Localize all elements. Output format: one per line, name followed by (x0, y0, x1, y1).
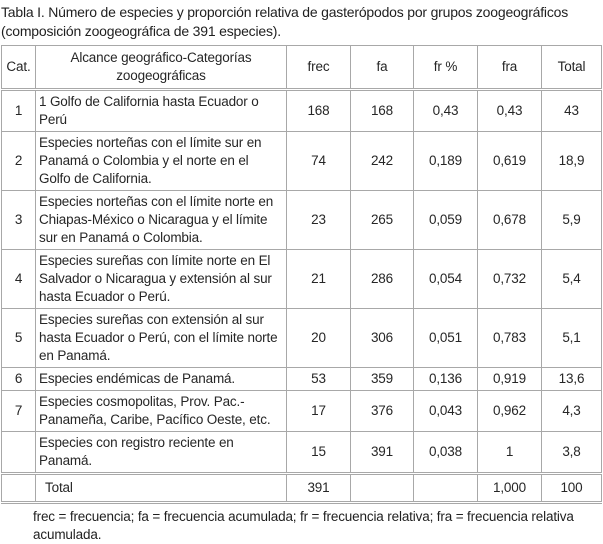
fr-cell: 0,43 (413, 89, 478, 132)
desc-cell: Especies endémicas de Panamá. (35, 367, 287, 391)
total-cell: 4,3 (541, 390, 602, 432)
total-cell: 43 (541, 89, 602, 132)
desc-cell: Especies sureñas con extensión al sur ha… (35, 308, 287, 368)
fra-cell: 0,962 (477, 390, 542, 432)
total-cell: 3,8 (541, 431, 602, 474)
fr-cell: 0,189 (413, 131, 478, 191)
cat-cell: 3 (1, 190, 36, 250)
fr-cell (413, 472, 478, 504)
desc-cell: Especies norteñas con el límite norte en… (35, 190, 287, 250)
fr-cell: 0,059 (413, 190, 478, 250)
frec-cell: 15 (286, 431, 351, 474)
col-header-fr: fr % (413, 45, 478, 91)
cat-cell: 6 (1, 367, 36, 391)
table-row: 2 Especies norteñas con el límite sur en… (1, 131, 602, 191)
fra-cell: 0,732 (477, 249, 542, 309)
total-cell: 5,1 (541, 308, 602, 368)
table-row: 4 Especies sureñas con límite norte en E… (1, 249, 602, 309)
fa-cell: 265 (350, 190, 414, 250)
table-row: 6 Especies endémicas de Panamá. 53 359 0… (1, 367, 602, 391)
col-header-cat: Cat. (1, 45, 36, 91)
table-row: Especies con registro reciente en Panamá… (1, 431, 602, 474)
col-header-frec: frec (286, 45, 351, 91)
total-label: Total (35, 472, 287, 504)
fr-cell: 0,051 (413, 308, 478, 368)
fa-cell: 242 (350, 131, 414, 191)
desc-cell: 1 Golfo de California hasta Ecuador o Pe… (35, 89, 287, 132)
page: Tabla I. Número de especies y proporción… (1, 4, 602, 542)
frec-cell: 391 (286, 472, 351, 504)
table-caption: Tabla I. Número de especies y proporción… (1, 4, 569, 39)
fra-cell: 0,783 (477, 308, 542, 368)
col-header-total: Total (541, 45, 602, 91)
fa-cell: 376 (350, 390, 414, 432)
fra-cell: 1 (477, 431, 542, 474)
fr-cell: 0,136 (413, 367, 478, 391)
frec-cell: 168 (286, 89, 351, 132)
fra-cell: 1,000 (477, 472, 542, 504)
fa-cell: 286 (350, 249, 414, 309)
frec-cell: 74 (286, 131, 351, 191)
table-row: 3 Especies norteñas con el límite norte … (1, 190, 602, 250)
fa-cell: 359 (350, 367, 414, 391)
total-cell: 13,6 (541, 367, 602, 391)
cat-cell (1, 431, 36, 474)
total-cell: 5,4 (541, 249, 602, 309)
frec-cell: 21 (286, 249, 351, 309)
desc-cell: Especies cosmopolitas, Prov. Pac.-Paname… (35, 390, 287, 432)
table-row: 7 Especies cosmopolitas, Prov. Pac.-Pana… (1, 390, 602, 432)
desc-cell: Especies con registro reciente en Panamá… (35, 431, 287, 474)
fa-cell: 306 (350, 308, 414, 368)
fra-cell: 0,43 (477, 89, 542, 132)
frec-cell: 23 (286, 190, 351, 250)
fra-cell: 0,919 (477, 367, 542, 391)
total-cell: 18,9 (541, 131, 602, 191)
cat-cell: 1 (1, 89, 36, 132)
total-cell: 5,9 (541, 190, 602, 250)
frec-cell: 53 (286, 367, 351, 391)
fr-cell: 0,043 (413, 390, 478, 432)
col-header-fra: fra (477, 45, 542, 91)
zoogeographic-table: Cat. Alcance geográfico-Categorías zooge… (1, 45, 602, 504)
fa-cell: 391 (350, 431, 414, 474)
cat-cell (1, 472, 36, 504)
col-header-desc: Alcance geográfico-Categorías zoogeográf… (35, 45, 287, 91)
desc-cell: Especies norteñas con el límite sur en P… (35, 131, 287, 191)
fra-cell: 0,678 (477, 190, 542, 250)
cat-cell: 5 (1, 308, 36, 368)
cat-cell: 7 (1, 390, 36, 432)
cat-cell: 4 (1, 249, 36, 309)
frec-cell: 17 (286, 390, 351, 432)
fr-cell: 0,054 (413, 249, 478, 309)
total-row: Total 391 1,000 100 (1, 472, 602, 504)
header-row: Cat. Alcance geográfico-Categorías zooge… (1, 45, 602, 91)
table-row: 1 1 Golfo de California hasta Ecuador o … (1, 89, 602, 132)
frec-cell: 20 (286, 308, 351, 368)
fr-cell: 0,038 (413, 431, 478, 474)
col-header-fa: fa (350, 45, 414, 91)
fa-cell: 168 (350, 89, 414, 132)
total-cell: 100 (541, 472, 602, 504)
table-row: 5 Especies sureñas con extensión al sur … (1, 308, 602, 368)
fa-cell (350, 472, 414, 504)
cat-cell: 2 (1, 131, 36, 191)
table-footnote: frec = frecuencia; fa = frecuencia acumu… (33, 509, 574, 542)
fra-cell: 0,619 (477, 131, 542, 191)
desc-cell: Especies sureñas con límite norte en El … (35, 249, 287, 309)
